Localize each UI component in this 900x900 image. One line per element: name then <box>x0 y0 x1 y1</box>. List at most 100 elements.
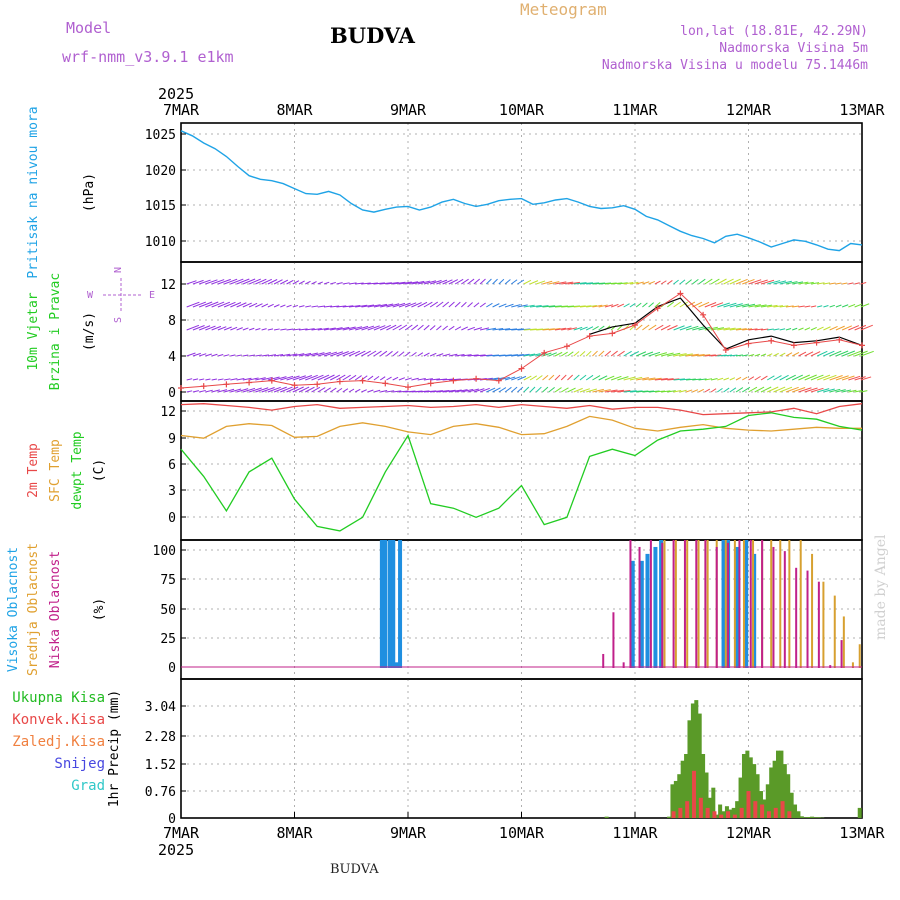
precip-bar <box>796 811 801 818</box>
y-tick-label: 6 <box>168 458 176 473</box>
wind-barb <box>673 279 679 285</box>
cloud-bar <box>788 540 791 668</box>
cloud-bar <box>772 546 775 668</box>
wind-barb <box>629 302 636 308</box>
wind-barb <box>292 375 306 381</box>
wind-barb <box>760 304 773 308</box>
wind-barb <box>267 386 281 393</box>
wind-barb <box>255 327 261 331</box>
cloud-bar <box>799 540 802 668</box>
wind-barb <box>217 278 231 285</box>
wind-barb <box>198 279 211 285</box>
wind-barb <box>585 374 594 381</box>
wind-barb <box>411 302 422 308</box>
wind-barb <box>661 378 674 381</box>
wind-barb <box>217 301 231 308</box>
wind-barb <box>848 303 856 308</box>
wind-barb <box>317 351 331 357</box>
wind-barb <box>298 280 305 285</box>
wind-barb <box>561 327 572 331</box>
cloud-bar <box>761 540 764 668</box>
wind-barb <box>679 389 687 393</box>
wind-barb <box>742 376 748 381</box>
wind-barb <box>698 326 712 331</box>
wind-barb <box>635 324 643 331</box>
cloud-bar <box>638 546 641 668</box>
wind-barb <box>535 375 543 381</box>
y-tick-label: 100 <box>153 544 176 559</box>
precip-bar <box>753 801 758 818</box>
wind-barb <box>798 281 809 285</box>
cloud-bar <box>744 540 749 668</box>
wind-barb <box>554 387 562 393</box>
wind-barb <box>367 389 374 393</box>
wind-barb <box>554 351 563 357</box>
wind-barb <box>604 375 615 381</box>
wind-barb <box>729 278 741 285</box>
wind-barb <box>685 389 693 393</box>
cloud-bar <box>383 540 388 668</box>
precip-bar <box>780 801 785 818</box>
precip-bar <box>732 814 737 818</box>
wind-barb <box>542 386 549 393</box>
wind-barb <box>442 301 450 308</box>
cloud-bar <box>721 540 726 668</box>
wind-barb <box>442 389 456 393</box>
cloud-bar <box>391 540 396 668</box>
wind-barb <box>729 354 738 357</box>
wind-barb <box>280 375 294 381</box>
wind-barb <box>317 327 329 331</box>
wind-barb <box>211 353 218 357</box>
wind-barb <box>298 352 312 357</box>
wind-barb <box>336 351 349 357</box>
wind-barb <box>723 327 736 331</box>
wind-barb <box>404 351 411 357</box>
wind-barb <box>598 325 605 331</box>
wind-barb <box>454 326 462 331</box>
y-tick-label: 1.52 <box>145 758 176 773</box>
wind-barb <box>673 389 682 393</box>
wind-barb <box>448 389 462 393</box>
wind-barb <box>224 354 230 357</box>
wind-barb <box>679 325 692 331</box>
wind-barb <box>442 279 453 285</box>
wind-barb <box>286 279 294 285</box>
wind-barb <box>698 354 711 357</box>
wind-barb <box>248 327 255 331</box>
wind-barb <box>517 304 528 308</box>
precip-bar <box>748 757 753 818</box>
wind-barb <box>592 325 599 331</box>
precip-bar <box>755 774 760 818</box>
wind-barb <box>792 327 798 331</box>
wind-barb <box>804 374 817 381</box>
wind-barb <box>429 352 437 357</box>
cloud-bar <box>817 581 820 668</box>
cloud-bar <box>783 551 786 668</box>
temp-line <box>180 403 863 416</box>
wind-barb <box>273 353 284 357</box>
wind-barb <box>255 278 267 285</box>
cloud-bar <box>663 540 666 668</box>
wind-barb <box>841 375 855 381</box>
wind-barb <box>211 301 225 308</box>
wind-barb <box>305 305 312 308</box>
wind-barb <box>317 305 326 308</box>
wind-barb <box>311 386 321 393</box>
wind-barb <box>804 387 818 393</box>
cloud-bar <box>653 546 658 668</box>
wind-barb <box>660 352 674 357</box>
x-tick-top: 10MAR <box>499 101 545 119</box>
wind-barb <box>355 350 366 357</box>
wind-barb <box>473 302 480 308</box>
wind-barb <box>261 354 269 357</box>
wind-barb <box>785 386 799 393</box>
wind-barb <box>648 390 660 393</box>
wind-barb <box>467 388 480 393</box>
wind-barb <box>723 387 730 393</box>
wind-barb <box>186 390 193 393</box>
wind-barb <box>779 352 786 357</box>
wind-barb <box>348 350 361 357</box>
wind-barb <box>529 375 538 381</box>
wind-barb <box>317 387 326 393</box>
wind-barb <box>829 304 835 308</box>
